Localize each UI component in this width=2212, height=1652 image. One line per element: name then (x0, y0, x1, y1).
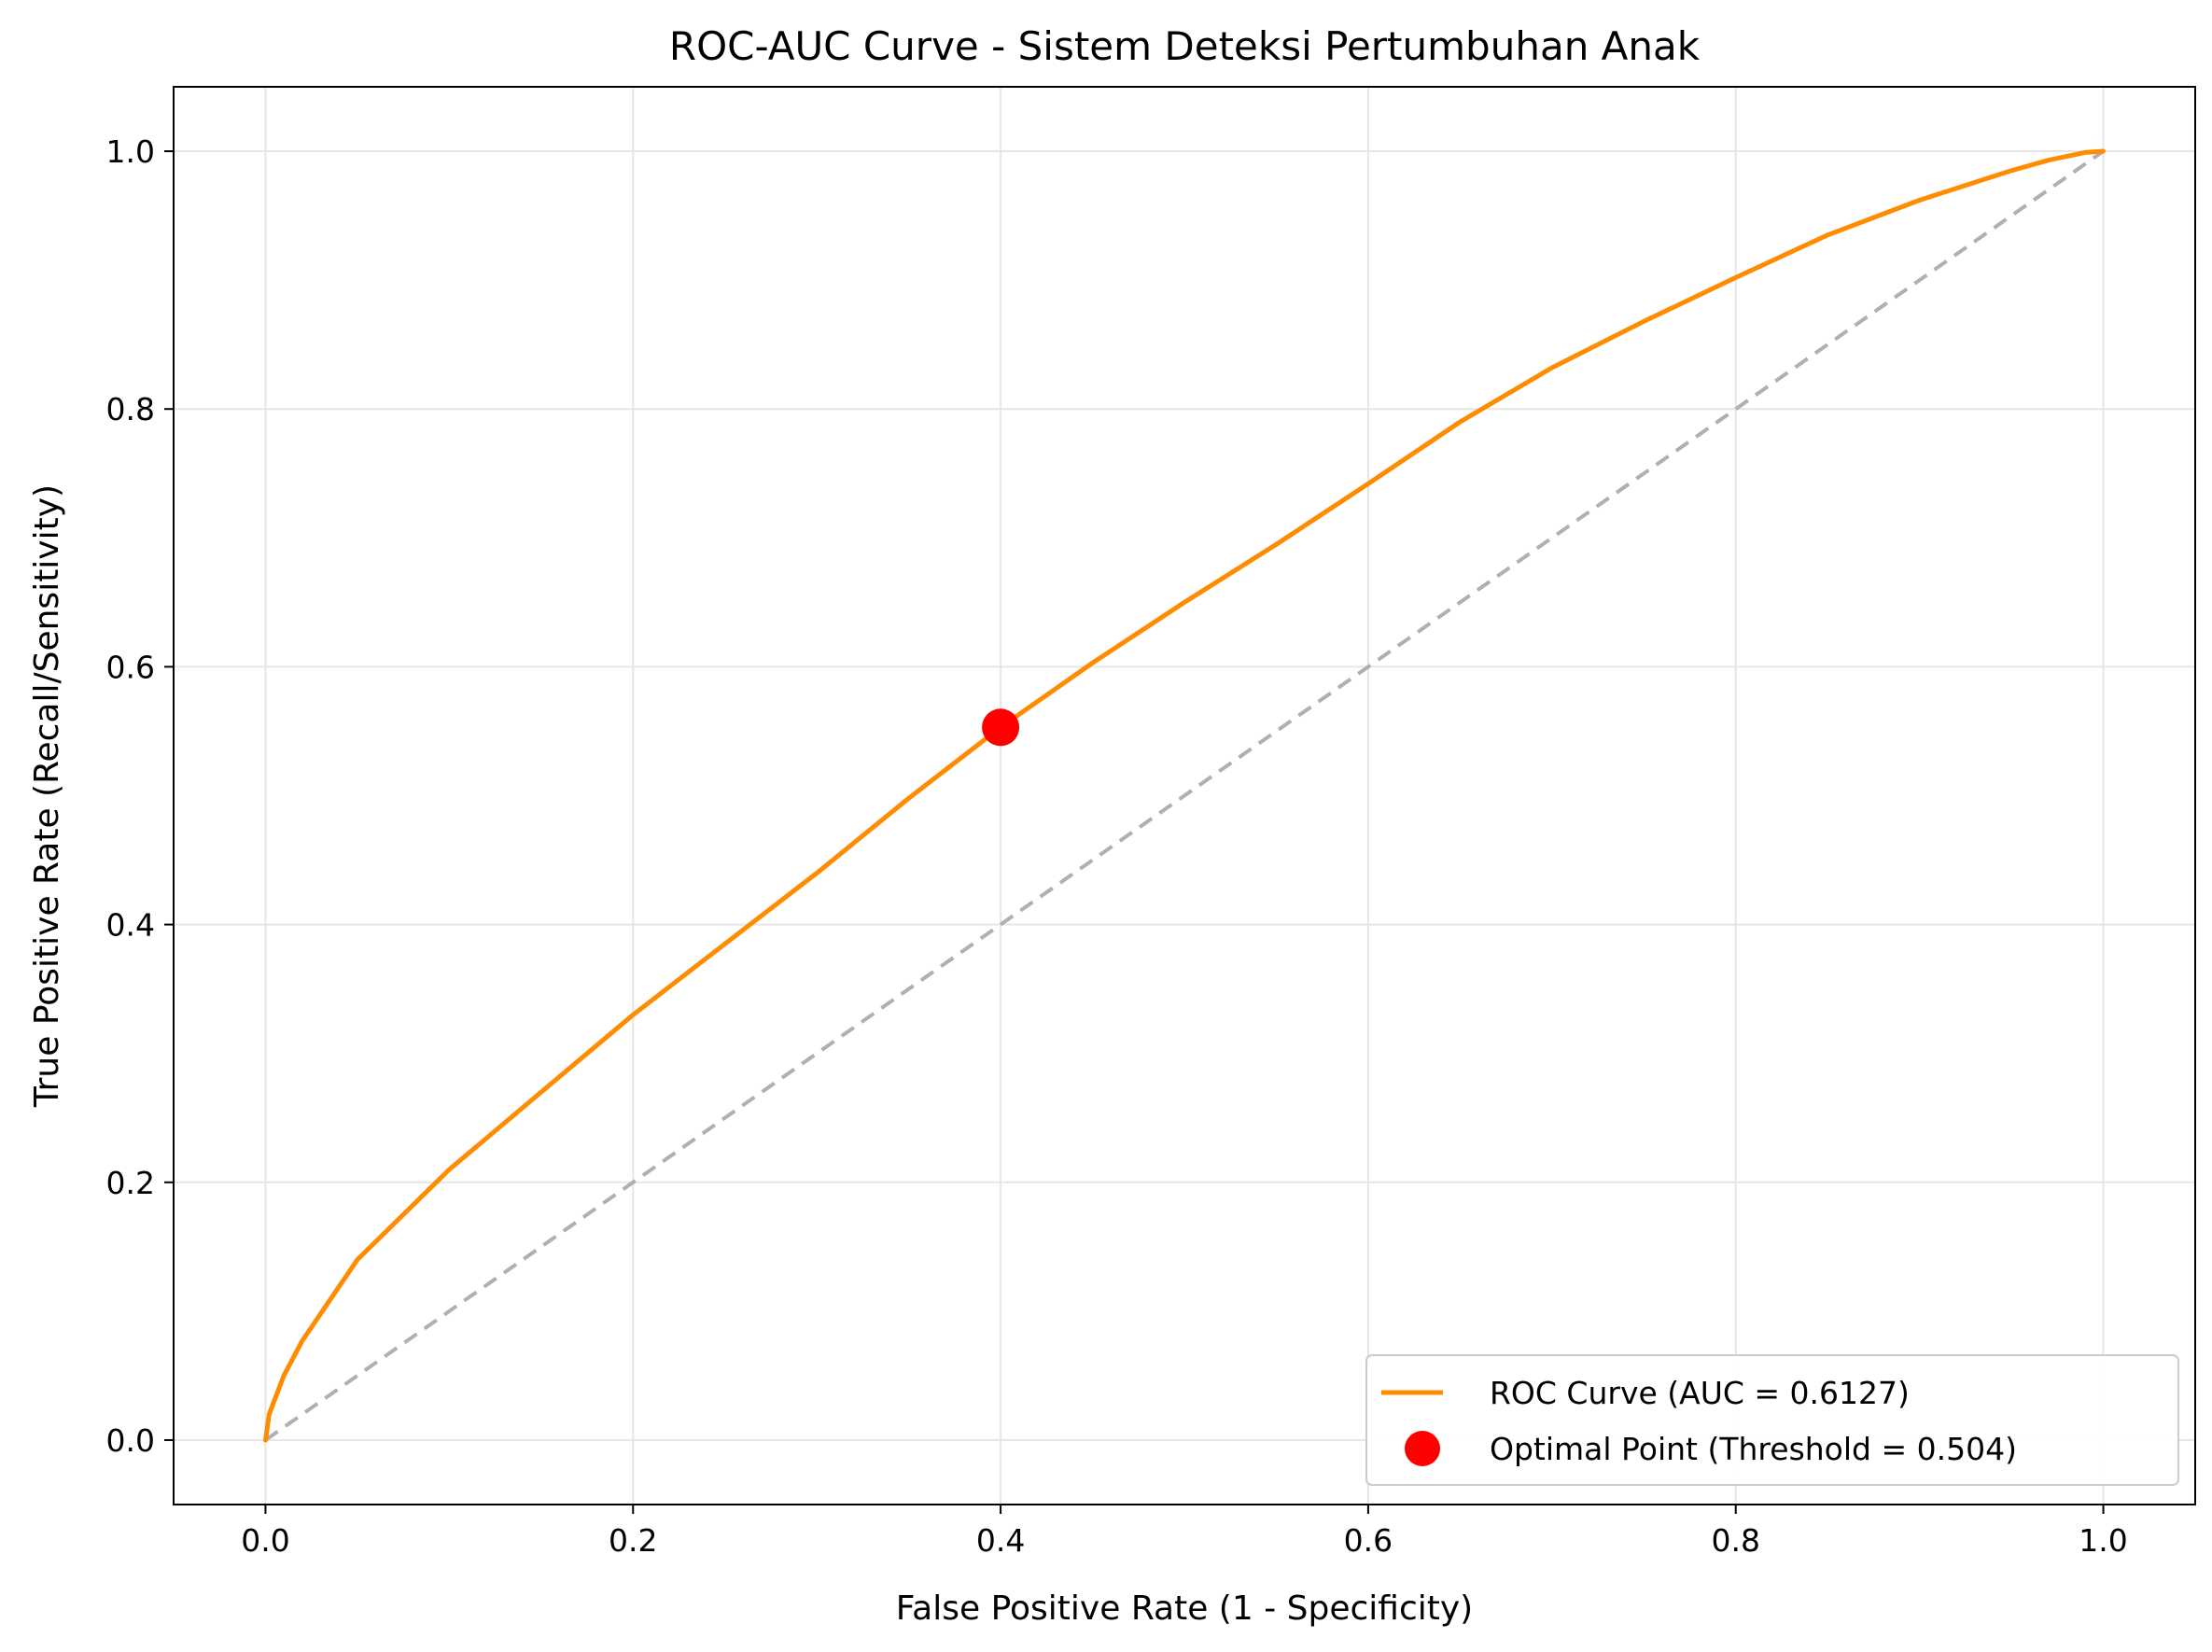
legend: ROC Curve (AUC = 0.6127) Optimal Point (… (1365, 1354, 2179, 1486)
y-tick-label: 0.8 (106, 391, 155, 427)
legend-swatch-optimal (1405, 1431, 1440, 1466)
grid (174, 87, 2195, 1505)
x-tick-label: 0.2 (609, 1522, 657, 1559)
x-tick-label: 1.0 (2079, 1522, 2127, 1559)
y-tick-label: 0.6 (106, 649, 155, 685)
x-tick-label: 0.0 (241, 1522, 289, 1559)
y-tick-label: 0.0 (106, 1422, 155, 1459)
diagonal-reference-line (264, 149, 2105, 1442)
ticks: 0.0 0.2 0.4 0.6 0.8 1.0 0.0 0.2 0.4 0.6 0.8 1.0 (106, 133, 2128, 1559)
legend-box (1365, 1354, 2179, 1486)
y-axis-label: True Positive Rate (Recall/Sensitivity) (28, 484, 66, 1108)
y-tick-label: 1.0 (106, 133, 155, 170)
y-tick-label: 0.2 (106, 1165, 155, 1201)
legend-label-roc: ROC Curve (AUC = 0.6127) (1490, 1375, 1910, 1411)
optimal-point-marker (982, 708, 1020, 747)
x-tick-label: 0.8 (1711, 1522, 1759, 1559)
roc-curve-line (263, 148, 2106, 1443)
legend-label-optimal: Optimal Point (Threshold = 0.504) (1490, 1431, 2017, 1467)
x-axis-label: False Positive Rate (1 - Specificity) (896, 1589, 1473, 1628)
x-tick-label: 0.6 (1344, 1522, 1393, 1559)
x-tick-label: 0.4 (976, 1522, 1025, 1559)
y-tick-label: 0.4 (106, 907, 155, 944)
axes-frame (173, 86, 2196, 1505)
chart-title: ROC-AUC Curve - Sistem Deteksi Pertumbuh… (669, 23, 1701, 69)
plot-area (263, 148, 2106, 1443)
